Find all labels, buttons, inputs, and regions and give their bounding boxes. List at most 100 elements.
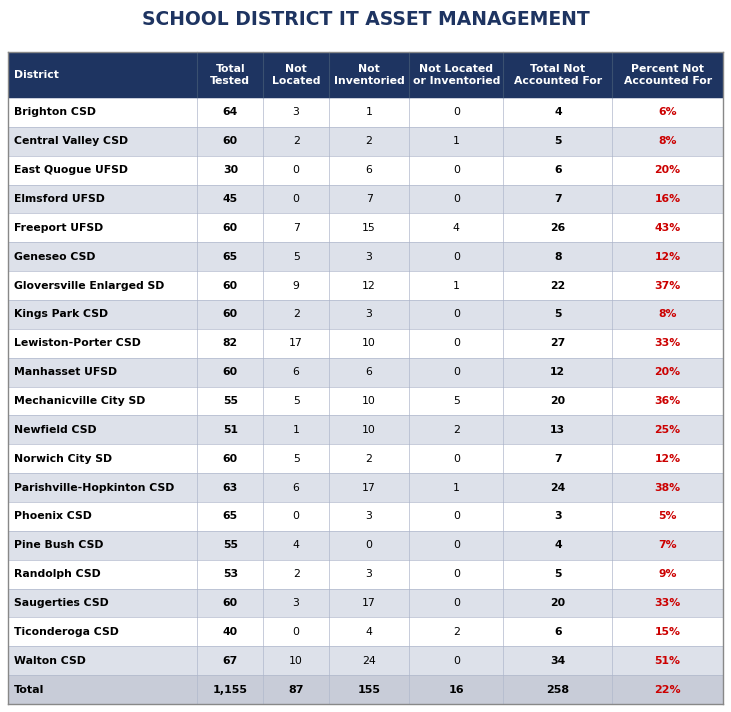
Text: 0: 0 (292, 511, 300, 521)
Text: 0: 0 (366, 540, 373, 550)
Bar (8, 329, 723, 357)
Text: 60: 60 (223, 310, 238, 320)
Text: 43%: 43% (654, 223, 681, 233)
Text: 0: 0 (452, 454, 460, 464)
Text: Freeport UFSD: Freeport UFSD (14, 223, 103, 233)
Text: 53: 53 (223, 569, 238, 579)
Text: 258: 258 (546, 684, 569, 695)
Bar (8, 98, 723, 127)
Text: 1: 1 (453, 136, 460, 146)
Bar (8, 675, 723, 704)
Bar (8, 127, 723, 156)
Text: Pine Bush CSD: Pine Bush CSD (14, 540, 104, 550)
Text: 20: 20 (550, 598, 565, 608)
Text: 10: 10 (362, 425, 376, 435)
Text: 0: 0 (452, 540, 460, 550)
Text: 60: 60 (223, 367, 238, 377)
Text: Not
Located: Not Located (272, 64, 320, 86)
Text: 2: 2 (292, 310, 300, 320)
Text: 1: 1 (292, 425, 300, 435)
Text: 2: 2 (453, 425, 460, 435)
Text: 33%: 33% (654, 598, 681, 608)
Text: Phoenix CSD: Phoenix CSD (14, 511, 92, 521)
Text: 38%: 38% (654, 483, 681, 493)
Text: 15: 15 (362, 223, 376, 233)
Text: 12%: 12% (654, 454, 681, 464)
Text: Not
Inventoried: Not Inventoried (333, 64, 404, 86)
Text: 8: 8 (554, 252, 561, 262)
Text: 60: 60 (223, 281, 238, 290)
Text: Not Located
or Inventoried: Not Located or Inventoried (412, 64, 500, 86)
Text: District: District (14, 70, 59, 80)
Text: 20: 20 (550, 396, 565, 406)
Text: 60: 60 (223, 136, 238, 146)
Text: 4: 4 (453, 223, 460, 233)
Text: 5: 5 (292, 396, 300, 406)
Text: 0: 0 (452, 367, 460, 377)
Text: 6: 6 (292, 367, 300, 377)
Text: Percent Not
Accounted For: Percent Not Accounted For (624, 64, 712, 86)
Text: 8%: 8% (659, 310, 677, 320)
Text: 34: 34 (550, 656, 566, 666)
Text: 15%: 15% (654, 627, 681, 637)
Text: 16: 16 (449, 684, 464, 695)
Text: 10: 10 (289, 656, 303, 666)
Text: 3: 3 (366, 252, 373, 262)
Text: Lewiston-Porter CSD: Lewiston-Porter CSD (14, 338, 141, 348)
Text: 1: 1 (366, 108, 373, 117)
Text: 17: 17 (289, 338, 303, 348)
Text: 1: 1 (453, 483, 460, 493)
Bar (8, 52, 723, 98)
Text: 20%: 20% (654, 165, 681, 175)
Text: 65: 65 (223, 511, 238, 521)
Text: 7: 7 (554, 194, 561, 204)
Text: 155: 155 (357, 684, 381, 695)
Text: 2: 2 (292, 136, 300, 146)
Text: 5: 5 (453, 396, 460, 406)
Text: 7%: 7% (659, 540, 677, 550)
Text: 60: 60 (223, 454, 238, 464)
Text: 0: 0 (292, 165, 300, 175)
Text: 0: 0 (452, 194, 460, 204)
Text: 9%: 9% (659, 569, 677, 579)
Text: 13: 13 (550, 425, 565, 435)
Text: 2: 2 (366, 454, 373, 464)
Bar (8, 502, 723, 531)
Text: 3: 3 (554, 511, 561, 521)
Text: 37%: 37% (654, 281, 681, 290)
Text: 5: 5 (292, 454, 300, 464)
Text: 63: 63 (223, 483, 238, 493)
Bar (8, 242, 723, 271)
Text: 64: 64 (223, 108, 238, 117)
Text: 9: 9 (292, 281, 300, 290)
Text: 0: 0 (452, 511, 460, 521)
Text: Total: Total (14, 684, 45, 695)
Text: 51: 51 (223, 425, 238, 435)
Bar (8, 271, 723, 300)
Bar (8, 560, 723, 589)
Text: Saugerties CSD: Saugerties CSD (14, 598, 109, 608)
Bar (8, 184, 723, 214)
Bar (8, 646, 723, 675)
Text: 5: 5 (292, 252, 300, 262)
Text: 2: 2 (453, 627, 460, 637)
Text: Elmsford UFSD: Elmsford UFSD (14, 194, 105, 204)
Text: East Quogue UFSD: East Quogue UFSD (14, 165, 128, 175)
Text: 30: 30 (223, 165, 238, 175)
Text: Geneseo CSD: Geneseo CSD (14, 252, 96, 262)
Text: 4: 4 (554, 540, 561, 550)
Text: Brighton CSD: Brighton CSD (14, 108, 96, 117)
Text: 2: 2 (366, 136, 373, 146)
Text: SCHOOL DISTRICT IT ASSET MANAGEMENT: SCHOOL DISTRICT IT ASSET MANAGEMENT (142, 10, 589, 29)
Text: 0: 0 (452, 108, 460, 117)
Text: 22%: 22% (654, 684, 681, 695)
Text: 0: 0 (292, 194, 300, 204)
Text: 5%: 5% (659, 511, 677, 521)
Bar (8, 357, 723, 387)
Bar (8, 473, 723, 502)
Bar (8, 52, 723, 98)
Text: Randolph CSD: Randolph CSD (14, 569, 101, 579)
Bar (8, 444, 723, 473)
Text: 22: 22 (550, 281, 566, 290)
Text: Manhasset UFSD: Manhasset UFSD (14, 367, 117, 377)
